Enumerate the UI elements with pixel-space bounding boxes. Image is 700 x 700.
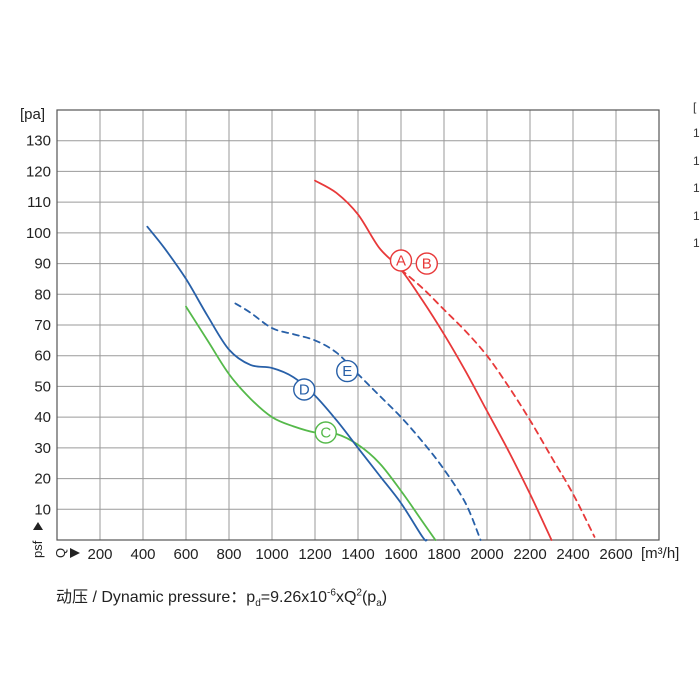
y-tick-label: 100 [26,225,51,242]
y-tick-label: 50 [34,378,51,395]
x-axis-symbol-text: Q [53,548,68,558]
y-tick-label: 40 [34,409,51,426]
curve-label-a: A [389,249,413,272]
curve-label-d: D [293,378,316,401]
edge-mark: 1 [693,209,700,223]
y-tick-label: 90 [34,256,51,273]
x-tick-label: 1600 [384,546,417,563]
formula-exponent: -6 [327,587,336,599]
series-lines [146,179,596,542]
y-tick-label: 20 [34,471,51,488]
curve-labels: A B C D E [293,249,438,444]
y-tick-label: 120 [26,163,51,180]
x-axis-ticks: 200 400 600 800 1000 1200 1400 1600 1800 2000 2200… [87,546,632,563]
curve-label-circle [314,421,337,444]
curve-label-text: E [342,363,352,380]
formula-paren-close: ) [381,589,388,606]
y-axis-ticks: 10 20 30 40 50 60 70 80 90 100 110 120 130 [26,133,51,519]
plot-frame [56,109,660,541]
curve-label-text: A [396,253,406,270]
formula-prefix: 动压 / Dynamic pressure： [56,589,247,606]
x-tick-label: 2400 [556,546,589,563]
y-tick-label: 130 [26,133,51,150]
curve-label-text: B [422,256,432,273]
grid [56,109,660,541]
edge-mark: 1 [693,236,700,250]
x-tick-label: 1000 [255,546,288,563]
x-axis-symbol: Q [53,548,80,558]
x-tick-label: 400 [130,546,155,563]
curve-label-e: E [336,359,359,383]
x-tick-label: 600 [173,546,198,563]
y-axis-symbol-text: psf [30,540,45,558]
series-line-b [400,268,596,538]
curve-label-circle [293,378,316,401]
formula-p: p [246,589,256,606]
curve-label-circle [415,252,438,275]
curve-label-text: C [320,425,331,442]
series-line-a [314,179,553,541]
edge-mark: 1 [693,181,700,195]
y-tick-label: 80 [34,286,51,303]
x-tick-label: 2600 [599,546,632,563]
curve-label-text: D [299,382,310,399]
curve-label-c: C [314,421,337,444]
edge-mark: 1 [693,126,700,140]
x-tick-label: 1200 [298,546,331,563]
curve-label-circle [389,249,413,272]
x-tick-label: 2200 [513,546,546,563]
y-tick-label: 60 [34,348,51,365]
y-axis-arrow-icon [33,522,43,530]
edge-mark: 1 [693,154,700,168]
x-tick-label: 2000 [470,546,503,563]
edge-mark: [ [693,100,697,114]
x-tick-label: 800 [216,546,241,563]
series-line-d [146,225,428,542]
x-unit-label: [m³/h] [641,545,679,562]
formula-sub-d: d [255,598,261,610]
x-axis-arrow-icon [70,548,80,558]
y-axis-symbol: psf [30,522,45,558]
x-tick-label: 200 [87,546,112,563]
dynamic-pressure-formula: 动压 / Dynamic pressure：pd=9.26x10-6xQ2(pa… [56,583,388,610]
x-tick-label: 1400 [341,546,374,563]
y-tick-label: 110 [27,194,51,211]
formula-paren-open: (p [361,589,377,606]
curve-label-circle [336,359,359,383]
curve-label-b: B [415,252,438,275]
y-unit-label: [pa] [20,106,45,123]
y-tick-label: 30 [34,440,51,457]
formula-sub-a: a [376,598,382,610]
formula-square: 2 [356,587,362,599]
x-tick-label: 1800 [427,546,460,563]
y-tick-label: 70 [34,317,51,334]
y-tick-label: 10 [34,501,51,518]
formula-q: xQ [335,589,357,606]
formula-coefficient: =9.26x10 [260,589,328,606]
